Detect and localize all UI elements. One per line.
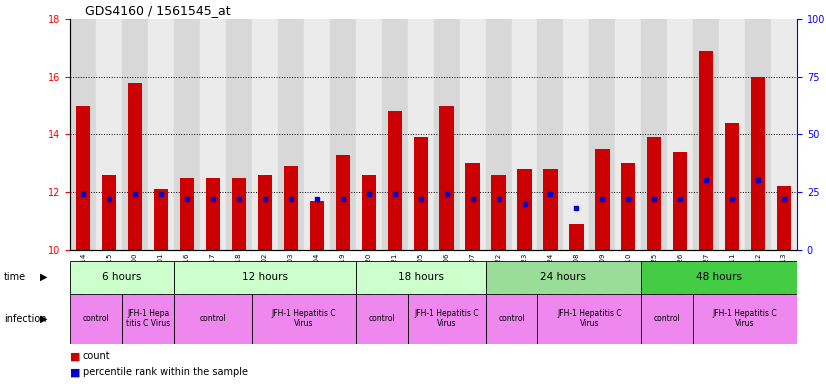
Text: 48 hours: 48 hours bbox=[696, 272, 743, 283]
Text: ■: ■ bbox=[70, 351, 81, 361]
Bar bbox=[563, 19, 590, 250]
Bar bbox=[382, 19, 408, 250]
Bar bbox=[538, 294, 641, 344]
Text: ▶: ▶ bbox=[40, 272, 47, 282]
Text: time: time bbox=[4, 272, 26, 282]
Bar bbox=[362, 175, 376, 250]
Bar bbox=[174, 294, 252, 344]
Bar bbox=[278, 19, 304, 250]
Bar bbox=[544, 169, 558, 250]
Bar bbox=[154, 189, 169, 250]
Text: JFH-1 Hepa
titis C Virus: JFH-1 Hepa titis C Virus bbox=[126, 309, 170, 328]
Bar bbox=[174, 261, 356, 294]
Bar bbox=[304, 19, 330, 250]
Bar bbox=[596, 149, 610, 250]
Bar bbox=[745, 19, 771, 250]
Bar bbox=[465, 163, 480, 250]
Text: 6 hours: 6 hours bbox=[102, 272, 142, 283]
Bar bbox=[641, 261, 797, 294]
Bar bbox=[76, 106, 90, 250]
Bar bbox=[122, 19, 148, 250]
Bar bbox=[699, 51, 714, 250]
Bar bbox=[673, 152, 687, 250]
Bar bbox=[517, 169, 532, 250]
Text: JFH-1 Hepatitis C
Virus: JFH-1 Hepatitis C Virus bbox=[557, 309, 622, 328]
Bar bbox=[356, 261, 486, 294]
Bar bbox=[569, 223, 583, 250]
Bar bbox=[284, 166, 298, 250]
Text: GDS4160 / 1561545_at: GDS4160 / 1561545_at bbox=[85, 3, 230, 17]
Bar bbox=[70, 294, 122, 344]
Bar bbox=[511, 19, 538, 250]
Bar bbox=[252, 294, 356, 344]
Bar bbox=[719, 19, 745, 250]
Text: control: control bbox=[200, 314, 226, 323]
Bar bbox=[387, 111, 401, 250]
Text: ■: ■ bbox=[70, 367, 81, 377]
Text: JFH-1 Hepatitis C
Virus: JFH-1 Hepatitis C Virus bbox=[415, 309, 479, 328]
Text: 18 hours: 18 hours bbox=[397, 272, 444, 283]
Text: ▶: ▶ bbox=[40, 314, 47, 324]
Bar bbox=[122, 294, 174, 344]
Text: control: control bbox=[368, 314, 395, 323]
Bar bbox=[590, 19, 615, 250]
Bar bbox=[771, 19, 797, 250]
Bar bbox=[486, 261, 641, 294]
Bar bbox=[693, 294, 797, 344]
Bar bbox=[330, 19, 356, 250]
Bar bbox=[200, 19, 226, 250]
Bar bbox=[615, 19, 641, 250]
Bar bbox=[70, 261, 174, 294]
Bar bbox=[621, 163, 635, 250]
Text: JFH-1 Hepatitis C
Virus: JFH-1 Hepatitis C Virus bbox=[713, 309, 777, 328]
Text: infection: infection bbox=[4, 314, 46, 324]
Bar bbox=[70, 19, 96, 250]
Bar bbox=[128, 83, 142, 250]
Text: control: control bbox=[498, 314, 525, 323]
Bar bbox=[414, 137, 428, 250]
Bar bbox=[206, 178, 220, 250]
Bar bbox=[96, 19, 122, 250]
Bar bbox=[777, 186, 791, 250]
Bar bbox=[486, 294, 538, 344]
Bar bbox=[408, 19, 434, 250]
Bar bbox=[252, 19, 278, 250]
Text: control: control bbox=[654, 314, 681, 323]
Bar bbox=[648, 137, 662, 250]
Text: JFH-1 Hepatitis C
Virus: JFH-1 Hepatitis C Virus bbox=[272, 309, 336, 328]
Text: 12 hours: 12 hours bbox=[242, 272, 288, 283]
Bar bbox=[258, 175, 272, 250]
Bar bbox=[102, 175, 116, 250]
Bar bbox=[641, 19, 667, 250]
Text: 24 hours: 24 hours bbox=[540, 272, 586, 283]
Bar bbox=[693, 19, 719, 250]
Bar bbox=[335, 155, 350, 250]
Bar bbox=[408, 294, 486, 344]
Bar bbox=[148, 19, 174, 250]
Bar bbox=[486, 19, 511, 250]
Bar bbox=[459, 19, 486, 250]
Bar bbox=[538, 19, 563, 250]
Bar bbox=[310, 201, 324, 250]
Bar bbox=[180, 178, 194, 250]
Bar bbox=[226, 19, 252, 250]
Bar bbox=[667, 19, 693, 250]
Bar bbox=[439, 106, 453, 250]
Text: count: count bbox=[83, 351, 110, 361]
Text: control: control bbox=[83, 314, 110, 323]
Bar bbox=[491, 175, 506, 250]
Bar bbox=[725, 123, 739, 250]
Bar bbox=[174, 19, 200, 250]
Bar bbox=[434, 19, 459, 250]
Bar bbox=[641, 294, 693, 344]
Text: percentile rank within the sample: percentile rank within the sample bbox=[83, 367, 248, 377]
Bar bbox=[356, 294, 408, 344]
Bar bbox=[232, 178, 246, 250]
Bar bbox=[356, 19, 382, 250]
Bar bbox=[751, 77, 765, 250]
